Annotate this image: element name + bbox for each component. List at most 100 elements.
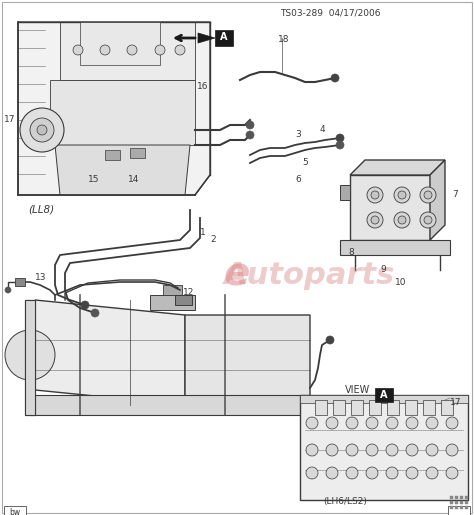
Text: 1: 1: [200, 228, 206, 237]
Circle shape: [336, 141, 344, 149]
Bar: [460, 496, 463, 499]
Circle shape: [394, 187, 410, 203]
Circle shape: [73, 45, 83, 55]
Polygon shape: [25, 300, 35, 415]
Polygon shape: [175, 295, 192, 305]
Circle shape: [371, 191, 379, 199]
Text: (LL8): (LL8): [28, 205, 54, 215]
Circle shape: [175, 45, 185, 55]
Circle shape: [5, 287, 11, 293]
Polygon shape: [340, 240, 450, 255]
Circle shape: [446, 444, 458, 456]
Circle shape: [346, 417, 358, 429]
Text: VIEW: VIEW: [346, 385, 371, 395]
Polygon shape: [387, 400, 399, 415]
Circle shape: [420, 187, 436, 203]
Polygon shape: [350, 175, 430, 240]
Polygon shape: [105, 150, 120, 160]
Circle shape: [426, 444, 438, 456]
Circle shape: [326, 417, 338, 429]
Polygon shape: [430, 160, 445, 240]
Text: 10: 10: [395, 278, 407, 287]
Circle shape: [394, 212, 410, 228]
Circle shape: [30, 118, 54, 142]
Circle shape: [91, 309, 99, 317]
Circle shape: [446, 417, 458, 429]
Text: 6: 6: [295, 175, 301, 184]
Polygon shape: [441, 400, 453, 415]
Circle shape: [386, 444, 398, 456]
Text: 18: 18: [278, 35, 290, 44]
Polygon shape: [369, 400, 381, 415]
Bar: [215, 30, 233, 46]
Circle shape: [246, 131, 254, 139]
Circle shape: [367, 187, 383, 203]
Bar: [448, 506, 470, 515]
Polygon shape: [163, 285, 182, 295]
Polygon shape: [423, 400, 435, 415]
Text: 3: 3: [295, 130, 301, 139]
Polygon shape: [35, 300, 185, 405]
Polygon shape: [405, 400, 417, 415]
Bar: [455, 496, 458, 499]
Circle shape: [406, 467, 418, 479]
Circle shape: [371, 216, 379, 224]
Text: 17: 17: [4, 115, 16, 124]
Bar: [465, 496, 468, 499]
Circle shape: [346, 467, 358, 479]
Bar: [455, 501, 458, 504]
Circle shape: [426, 467, 438, 479]
Circle shape: [398, 216, 406, 224]
Text: 4: 4: [320, 125, 326, 134]
Polygon shape: [150, 295, 195, 310]
Polygon shape: [300, 395, 468, 500]
Circle shape: [326, 336, 334, 344]
Circle shape: [326, 444, 338, 456]
Circle shape: [155, 45, 165, 55]
Circle shape: [366, 417, 378, 429]
Polygon shape: [333, 400, 345, 415]
Text: 12: 12: [183, 288, 194, 297]
Text: 2: 2: [210, 235, 216, 244]
Text: 9: 9: [380, 265, 386, 274]
Text: 5: 5: [302, 158, 308, 167]
Text: A: A: [380, 390, 388, 400]
Polygon shape: [340, 185, 350, 200]
Polygon shape: [80, 22, 160, 65]
Text: 13: 13: [35, 273, 46, 282]
Text: TS03-289  04/17/2006: TS03-289 04/17/2006: [280, 8, 381, 17]
Polygon shape: [350, 160, 445, 175]
Circle shape: [127, 45, 137, 55]
Circle shape: [366, 467, 378, 479]
Polygon shape: [50, 80, 195, 145]
Polygon shape: [351, 400, 363, 415]
Text: 17: 17: [450, 398, 462, 407]
Circle shape: [326, 467, 338, 479]
Polygon shape: [55, 145, 190, 195]
Circle shape: [406, 417, 418, 429]
Circle shape: [5, 330, 55, 380]
Polygon shape: [30, 395, 310, 415]
Bar: [375, 388, 393, 402]
Circle shape: [424, 216, 432, 224]
Bar: [465, 501, 468, 504]
Polygon shape: [198, 33, 215, 43]
Circle shape: [366, 444, 378, 456]
Circle shape: [306, 467, 318, 479]
Polygon shape: [315, 400, 327, 415]
Polygon shape: [130, 148, 145, 158]
Text: 16: 16: [197, 82, 209, 91]
Circle shape: [81, 301, 89, 309]
Text: 8: 8: [348, 248, 354, 257]
Bar: [455, 506, 458, 509]
Circle shape: [398, 191, 406, 199]
Circle shape: [246, 121, 254, 129]
Bar: [450, 496, 453, 499]
Circle shape: [424, 191, 432, 199]
Circle shape: [426, 417, 438, 429]
Circle shape: [386, 467, 398, 479]
Circle shape: [306, 417, 318, 429]
Text: 7: 7: [452, 190, 458, 199]
Bar: [460, 501, 463, 504]
Polygon shape: [18, 22, 210, 195]
